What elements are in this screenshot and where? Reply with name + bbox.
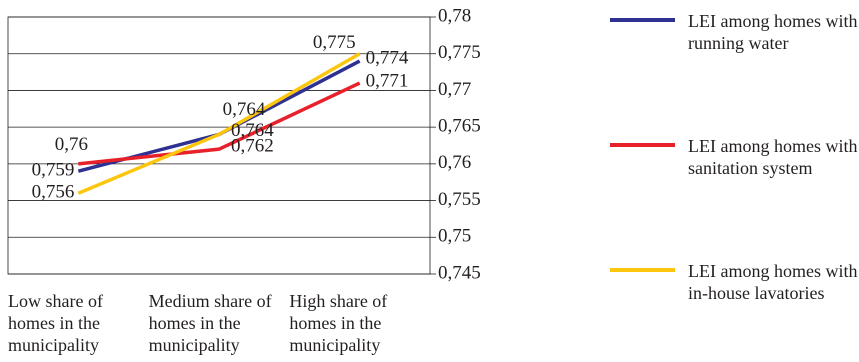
data-label: 0,775: [313, 32, 356, 53]
data-label: 0,76: [55, 134, 88, 155]
legend-label: LEI among homes with sanitation system: [688, 136, 858, 178]
y-tick-label: 0,75: [438, 226, 471, 247]
y-tick-label: 0,765: [438, 116, 481, 137]
data-label: 0,774: [366, 47, 409, 68]
y-tick-label: 0,76: [438, 152, 471, 173]
series-line: [78, 81, 361, 166]
y-tick-label: 0,755: [438, 189, 481, 210]
legend-label: LEI among homes with in-house lavatories: [688, 261, 858, 303]
x-tick-label: High share of homes in the municipality: [289, 291, 388, 355]
series-line: [77, 52, 361, 195]
data-label: 0,764: [223, 99, 266, 120]
data-label: 0,764: [231, 120, 274, 141]
data-label: 0,762: [231, 136, 274, 157]
y-tick-label: 0,745: [438, 262, 481, 283]
y-tick-label: 0,78: [438, 5, 471, 26]
legend-label: LEI among homes with running water: [688, 11, 858, 53]
y-tick-label: 0,775: [438, 42, 481, 63]
data-label: 0,756: [32, 182, 75, 203]
y-tick-label: 0,77: [438, 79, 471, 100]
data-label: 0,759: [32, 160, 75, 181]
data-label: 0,771: [366, 70, 409, 91]
x-tick-label: Medium share of homes in the municipalit…: [148, 291, 272, 355]
x-tick-label: Low share of homes in the municipality: [8, 291, 103, 355]
plot-frame: [7, 16, 431, 275]
